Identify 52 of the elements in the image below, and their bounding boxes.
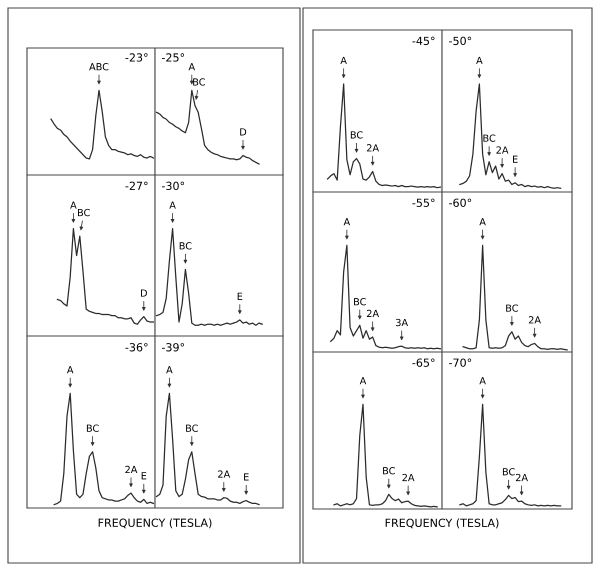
chart-title: -25° (162, 53, 184, 62)
annotation: A (66, 366, 74, 374)
annotation: D (141, 290, 147, 297)
chart-title: -27° (125, 182, 148, 190)
annotation: BC (354, 298, 366, 306)
annotation: E (244, 473, 249, 480)
annotation: BC (350, 131, 363, 139)
chart-title: -60° (449, 198, 472, 207)
annotation: 2A (528, 316, 541, 324)
annotation: ABC (89, 63, 108, 70)
annotation: BC (383, 467, 395, 474)
chart-title: -45° (412, 36, 434, 46)
annotation: 3A (396, 318, 408, 326)
annotation: 2A (366, 144, 379, 152)
annotation: BC (78, 208, 90, 216)
annotation: D (240, 128, 246, 136)
chart-title: -50° (449, 36, 472, 46)
annotation: A (476, 56, 483, 64)
x-axis-title: FREQUENCY (TESLA) (98, 518, 212, 528)
chart-title: -39° (162, 343, 184, 352)
chart-title: -65° (412, 358, 434, 367)
annotation: A (340, 56, 347, 64)
chart-title: -70° (449, 358, 472, 367)
annotation: E (238, 292, 242, 300)
annotation: BC (186, 424, 198, 432)
annotation: A (479, 218, 486, 226)
annotation: BC (180, 242, 192, 250)
x-axis-title: FREQUENCY (TESLA) (386, 518, 498, 528)
annotation: E (513, 156, 518, 163)
chart-title: -36° (125, 343, 148, 352)
annotation: 2A (402, 474, 414, 482)
annotation: 2A (366, 310, 379, 317)
annotation: A (169, 202, 176, 209)
chart-title: -55° (412, 198, 434, 207)
annotation: E (142, 472, 146, 480)
annotation: A (360, 377, 366, 384)
annotation: A (188, 63, 196, 70)
annotation: BC (502, 468, 515, 476)
annotation: BC (506, 304, 518, 312)
annotation: 2A (218, 470, 230, 478)
chart-title: -30° (162, 182, 184, 190)
annotation: 2A (496, 146, 508, 154)
annotation: BC (483, 134, 496, 142)
annotation: A (166, 366, 173, 374)
annotation: A (479, 377, 486, 384)
annotation: BC (86, 424, 99, 432)
annotation: 2A (125, 466, 138, 474)
annotation: A (70, 202, 77, 209)
annotation: 2A (516, 474, 528, 482)
annotation: A (344, 218, 350, 226)
annotation: BC (193, 78, 205, 86)
chart-title: -23° (125, 53, 148, 62)
